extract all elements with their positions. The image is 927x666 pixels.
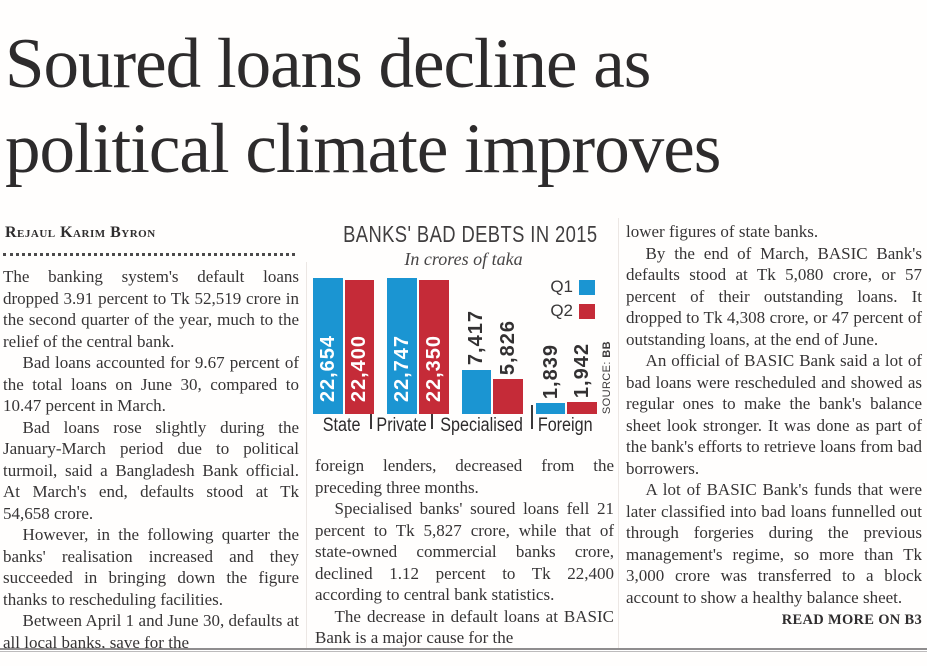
- column-divider: [618, 218, 619, 652]
- bar-value-label: 22,350: [422, 334, 445, 402]
- bar-foreign-q2: 1,942: [567, 276, 597, 414]
- column-divider: [306, 262, 307, 652]
- paragraph: An official of BASIC Bank said a lot of …: [626, 351, 922, 478]
- paragraph: By the end of March, BASIC Bank's defaul…: [626, 243, 922, 349]
- axis-tick: [530, 405, 533, 429]
- chart-legend: Q1 Q2: [550, 277, 595, 321]
- bar-rect: [535, 403, 566, 414]
- bar-group-specialised: 7,417 5,826: [461, 276, 523, 414]
- article-column-left: The banking system's default loans dropp…: [3, 266, 299, 653]
- headline-line-2: political climate improves: [5, 110, 721, 188]
- bar-private-q2: 22,350: [418, 276, 449, 414]
- bar-value-label: 1,942: [571, 343, 594, 399]
- paragraph: A lot of BASIC Bank's funds that were la…: [626, 480, 922, 607]
- headline-line-1: Soured loans decline as: [5, 25, 651, 103]
- right-column-text: lower figures of state banks. By the end …: [626, 221, 922, 608]
- axis-tick: [431, 405, 434, 429]
- chart-source: SOURCE: BB: [601, 341, 613, 414]
- paragraph: The banking system's default loans dropp…: [3, 267, 299, 351]
- bar-value-label: 1,839: [539, 343, 562, 399]
- article-headline: Soured loans decline as political climat…: [5, 22, 925, 192]
- bar-private-q1: 22,747: [387, 276, 417, 414]
- paragraph: Between April 1 and June 30, defaults at…: [3, 611, 299, 652]
- chart-title: BANKS' BAD DEBTS IN 2015: [343, 221, 598, 247]
- category-label-state: State: [322, 415, 361, 436]
- page-bottom-rule: [0, 648, 927, 652]
- source-prefix: SOURCE:: [601, 361, 613, 414]
- legend-label: Q1: [550, 277, 573, 296]
- bar-rect: [344, 279, 375, 414]
- bar-group-state: 22,654 22,400: [313, 276, 375, 414]
- chart-bars: 22,654 22,400 22,747 22,350 7,417 5,826 1,839 1…: [313, 276, 597, 414]
- bar-value-label: 22,400: [348, 334, 371, 402]
- bar-rect: [313, 278, 343, 414]
- paragraph: foreign lenders, decreased from the prec…: [315, 456, 614, 497]
- paragraph: The decrease in default loans at BASIC B…: [315, 606, 614, 648]
- paragraph: Bad loans rose slightly during the Janua…: [3, 417, 299, 523]
- legend-item-q1: Q1: [550, 277, 595, 297]
- chart-subtitle: In crores of taka: [404, 249, 523, 269]
- paragraph: Specialised banks' soured loans fell 21 …: [315, 499, 614, 604]
- legend-label: Q2: [550, 301, 573, 320]
- bar-rect: [493, 379, 523, 414]
- legend-swatch: [579, 303, 595, 319]
- axis-tick: [370, 405, 373, 429]
- bar-group-foreign: 1,839 1,942: [535, 276, 597, 414]
- bar-rect: [387, 277, 417, 414]
- bar-state-q1: 22,654: [313, 276, 343, 414]
- category-label-private: Private: [376, 415, 427, 436]
- read-more-link: READ MORE ON B3: [781, 612, 922, 628]
- paragraph: Bad loans accounted for 9.67 percent of …: [3, 353, 299, 415]
- bar-state-q2: 22,400: [344, 276, 375, 414]
- bar-rect: [418, 279, 449, 414]
- category-label-foreign: Foreign: [537, 415, 593, 436]
- bar-foreign-q1: 1,839: [535, 276, 566, 414]
- chart-category-axis: State Private Specialised Foreign: [313, 405, 597, 443]
- bar-value-label: 22,654: [316, 334, 339, 402]
- bar-rect: [567, 402, 597, 414]
- bar-group-private: 22,747 22,350: [387, 276, 449, 414]
- bar-specialised-q2: 5,826: [493, 276, 523, 414]
- source-org: BB: [601, 340, 613, 358]
- chart-plot-area: 22,654 22,400 22,747 22,350 7,417 5,826 1,839 1…: [313, 276, 613, 414]
- article-column-middle: foreign lenders, decreased from the prec…: [315, 455, 614, 649]
- byline: Rejaul Karim Byron: [5, 224, 156, 241]
- bar-value-label: 7,417: [465, 310, 488, 366]
- bar-value-label: 22,747: [391, 334, 414, 402]
- bar-rect: [461, 369, 492, 414]
- category-label-specialised: Specialised: [440, 415, 524, 436]
- paragraph: However, in the following quarter the ba…: [3, 525, 299, 609]
- bar-chart: BANKS' BAD DEBTS IN 2015 In crores of ta…: [313, 221, 614, 443]
- paragraph: lower figures of state banks.: [626, 222, 819, 241]
- bar-specialised-q1: 7,417: [461, 276, 492, 414]
- legend-swatch: [579, 279, 595, 295]
- article-column-right: lower figures of state banks. By the end …: [626, 221, 922, 632]
- legend-item-q2: Q2: [550, 301, 595, 321]
- byline-divider: [3, 246, 295, 256]
- bar-value-label: 5,826: [496, 319, 519, 376]
